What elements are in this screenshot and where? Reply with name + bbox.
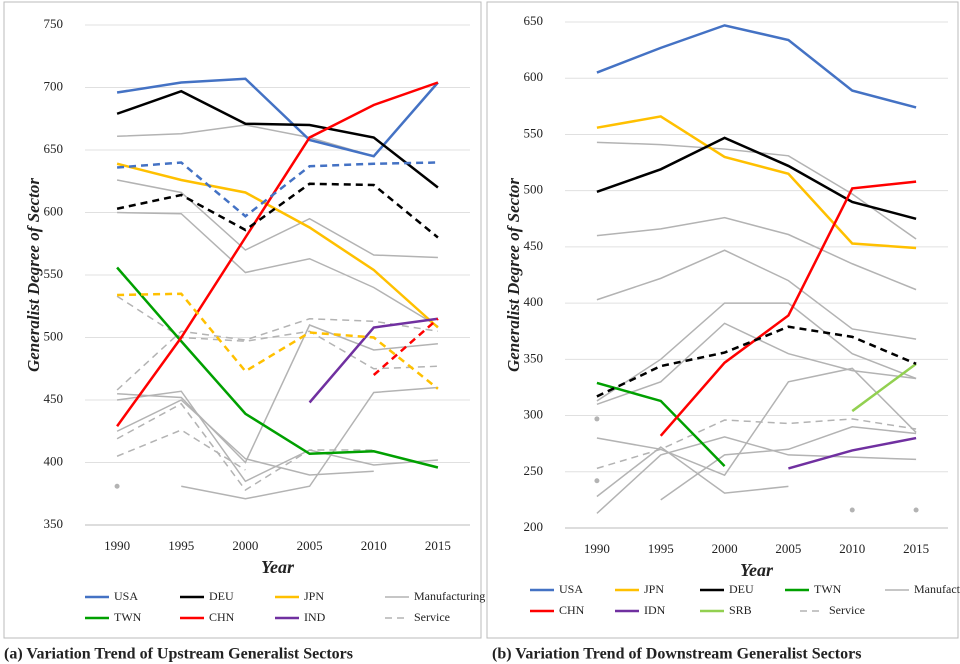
legend-label: JPN [304, 589, 324, 603]
legend-label: JPN [644, 582, 664, 596]
series-line [116, 390, 438, 483]
series-line [596, 322, 917, 406]
legend-label: CHN [559, 603, 585, 617]
data-point [114, 483, 120, 489]
series-line [181, 386, 438, 500]
x-tick-label: 1990 [584, 541, 610, 556]
chart-title: (b) Variation Trend of Downstream Genera… [492, 646, 861, 663]
data-point [594, 478, 600, 484]
series-line [660, 426, 917, 501]
x-tick-label: 2015 [425, 538, 451, 553]
legend-label: DEU [209, 589, 234, 603]
series-line [596, 216, 917, 291]
y-tick-label: 400 [44, 453, 64, 468]
series-line [116, 81, 439, 427]
series-line [372, 317, 439, 376]
series-line [596, 381, 726, 468]
series-line [117, 292, 439, 390]
x-tick-label: 2005 [775, 541, 801, 556]
series-line [596, 24, 917, 109]
legend-label: Manufacturing [914, 582, 960, 596]
series-line [117, 211, 439, 327]
series-line [596, 436, 917, 514]
series-line [596, 446, 789, 498]
series-line [117, 324, 438, 464]
series-line [116, 89, 439, 189]
legend-label: USA [114, 589, 138, 603]
series-line [116, 77, 439, 158]
series-line [596, 367, 917, 477]
y-tick-label: 600 [44, 203, 64, 218]
series-line [116, 162, 439, 329]
series-line [116, 399, 374, 476]
series-line [116, 266, 439, 469]
legend-label: Manufacturing [414, 589, 485, 603]
chart-title: (a) Variation Trend of Upstream Generali… [4, 646, 353, 663]
series-line [659, 180, 917, 437]
data-point [849, 507, 855, 513]
series-line [596, 418, 917, 470]
series-line [596, 302, 917, 402]
legend-label: Service [414, 610, 450, 624]
y-tick-label: 700 [44, 78, 64, 93]
y-tick-label: 300 [524, 407, 544, 422]
y-tick-label: 550 [44, 266, 64, 281]
y-tick-label: 550 [524, 125, 544, 140]
y-axis-label: Generalist Degree of Sector [24, 178, 43, 372]
series-line [116, 317, 439, 391]
legend-label: IDN [644, 603, 666, 617]
y-tick-label: 450 [524, 238, 544, 253]
x-tick-label: 2010 [361, 538, 387, 553]
data-point [913, 507, 919, 513]
y-tick-label: 350 [44, 516, 64, 531]
legend-label: SRB [729, 603, 752, 617]
legend-label: Service [829, 603, 865, 617]
legend-label: TWN [114, 610, 142, 624]
y-tick-label: 650 [44, 141, 64, 156]
legend-label: TWN [814, 582, 842, 596]
y-tick-label: 200 [524, 519, 544, 534]
y-tick-label: 250 [524, 463, 544, 478]
y-tick-label: 400 [524, 294, 544, 309]
y-tick-label: 450 [44, 391, 64, 406]
series-line [596, 325, 917, 398]
series-line [596, 136, 917, 220]
series-line [596, 115, 917, 250]
legend-label: CHN [209, 610, 235, 624]
x-tick-label: 2000 [232, 538, 258, 553]
x-tick-label: 1995 [648, 541, 674, 556]
x-axis-label: Year [261, 557, 295, 577]
y-tick-label: 350 [524, 350, 544, 365]
series-line [116, 402, 374, 492]
y-tick-label: 500 [44, 328, 64, 343]
x-tick-label: 2015 [903, 541, 929, 556]
y-tick-label: 600 [524, 69, 544, 84]
series-line [116, 179, 438, 259]
x-tick-label: 2010 [839, 541, 865, 556]
panel-frame [486, 1, 959, 639]
series-line [308, 317, 439, 404]
series-line [116, 161, 438, 218]
legend-label: IND [304, 610, 326, 624]
series-line [788, 436, 917, 470]
series-line [851, 362, 917, 413]
legend-label: DEU [729, 582, 754, 596]
y-tick-label: 500 [524, 182, 544, 197]
y-axis-label: Generalist Degree of Sector [504, 178, 523, 372]
x-tick-label: 1995 [168, 538, 194, 553]
x-axis-label: Year [740, 560, 774, 580]
series-line [116, 182, 439, 239]
x-tick-label: 1990 [104, 538, 130, 553]
data-point [594, 416, 600, 422]
x-tick-label: 2000 [712, 541, 738, 556]
x-tick-label: 2005 [297, 538, 323, 553]
y-tick-label: 750 [44, 16, 64, 31]
series-line [596, 249, 917, 340]
panel-frame [3, 1, 482, 639]
legend-label: USA [559, 582, 583, 596]
y-tick-label: 650 [524, 13, 544, 28]
